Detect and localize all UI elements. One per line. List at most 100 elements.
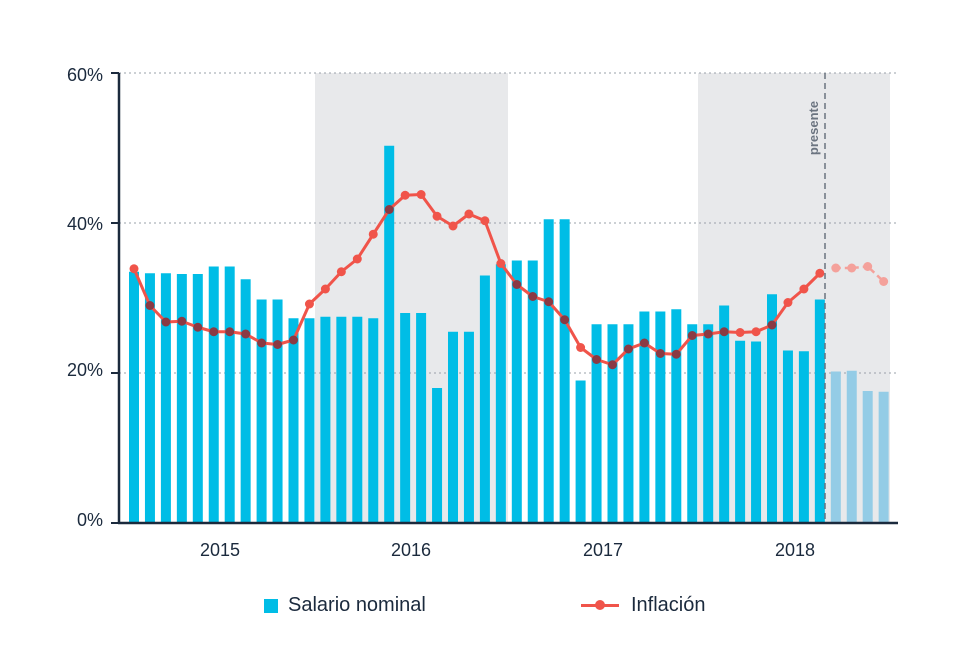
bar	[575, 380, 586, 523]
line-point	[767, 320, 777, 330]
line-point	[241, 329, 251, 339]
line-point	[145, 301, 155, 310]
line-point	[751, 327, 761, 337]
bar	[495, 264, 506, 523]
y-tick-label: 40%	[67, 214, 103, 234]
shaded-period	[315, 73, 508, 523]
y-tick-label: 60%	[67, 65, 103, 85]
line-point	[799, 284, 809, 294]
line-point	[687, 331, 697, 340]
bar	[448, 331, 458, 523]
bar	[336, 316, 347, 523]
bar	[655, 311, 666, 523]
bar	[591, 324, 602, 523]
bar-swatch-icon	[264, 598, 278, 613]
line-point	[352, 254, 362, 264]
line-point	[480, 216, 490, 226]
line-inflacion	[129, 190, 889, 370]
bar	[735, 340, 746, 523]
bar	[144, 273, 155, 523]
bar	[432, 388, 443, 523]
line-point	[384, 205, 394, 214]
bar	[272, 299, 283, 523]
line-point	[304, 299, 314, 309]
line-point	[193, 322, 203, 332]
line-point	[512, 280, 522, 289]
bar	[719, 305, 730, 523]
bar	[240, 279, 251, 523]
line-point	[703, 329, 713, 339]
bar	[352, 316, 363, 523]
line-point	[671, 349, 681, 359]
bar	[639, 311, 650, 523]
bar	[607, 324, 618, 523]
line-point	[623, 344, 633, 354]
bar	[511, 260, 522, 523]
line-point	[544, 297, 554, 307]
bar	[320, 316, 331, 523]
legend: Salario nominal Inflación	[0, 594, 961, 624]
bar	[543, 219, 554, 523]
bar	[751, 341, 762, 523]
x-year-label: 2016	[391, 540, 431, 560]
bar	[687, 324, 698, 523]
axes	[111, 72, 898, 525]
line-point	[336, 267, 346, 277]
bar	[703, 324, 714, 523]
bars-salario-nominal	[129, 145, 889, 523]
legend-item-inflacion: Inflación	[581, 594, 706, 617]
bar	[416, 313, 427, 523]
line-point	[719, 327, 729, 337]
bar	[224, 266, 235, 523]
legend-label: Inflación	[631, 594, 706, 616]
line-point	[464, 209, 474, 219]
bar	[559, 219, 570, 523]
line-point	[177, 316, 187, 326]
bar	[176, 274, 187, 523]
legend-item-salario: Salario nominal	[264, 594, 426, 617]
line-point	[592, 355, 602, 364]
bar	[862, 391, 873, 523]
bar	[782, 350, 793, 523]
line-point	[400, 190, 410, 200]
bar	[479, 275, 490, 523]
line-point	[496, 259, 506, 268]
line-point	[879, 277, 889, 286]
line-point	[735, 328, 745, 337]
bar	[878, 391, 889, 523]
bar	[192, 274, 203, 523]
line-marker-icon	[581, 600, 619, 610]
y-tick-label: 20%	[67, 360, 103, 380]
line-point	[320, 284, 330, 294]
bar	[830, 371, 841, 523]
presente-label: presente	[806, 101, 821, 155]
line-point	[129, 264, 139, 274]
line-point	[655, 349, 665, 358]
x-year-label: 2015	[200, 540, 240, 560]
line-point	[273, 340, 283, 349]
bar	[288, 318, 299, 523]
x-year-label: 2017	[583, 540, 623, 560]
bar	[304, 318, 315, 523]
bar	[671, 309, 682, 523]
bar	[767, 294, 777, 523]
line-point	[448, 221, 458, 231]
bar	[160, 273, 171, 523]
x-year-label: 2018	[775, 540, 815, 560]
bar	[846, 370, 857, 523]
legend-label: Salario nominal	[288, 594, 426, 616]
line-point	[161, 317, 171, 327]
line-point	[416, 190, 426, 199]
line-point	[257, 338, 267, 348]
bar	[623, 324, 634, 523]
bar	[256, 299, 267, 523]
line-point	[560, 315, 570, 325]
line-point	[576, 343, 586, 352]
bar	[527, 260, 538, 523]
bar	[208, 266, 219, 523]
bar	[798, 351, 809, 523]
bar	[463, 331, 474, 523]
line-point	[225, 327, 235, 337]
bar	[129, 271, 139, 523]
